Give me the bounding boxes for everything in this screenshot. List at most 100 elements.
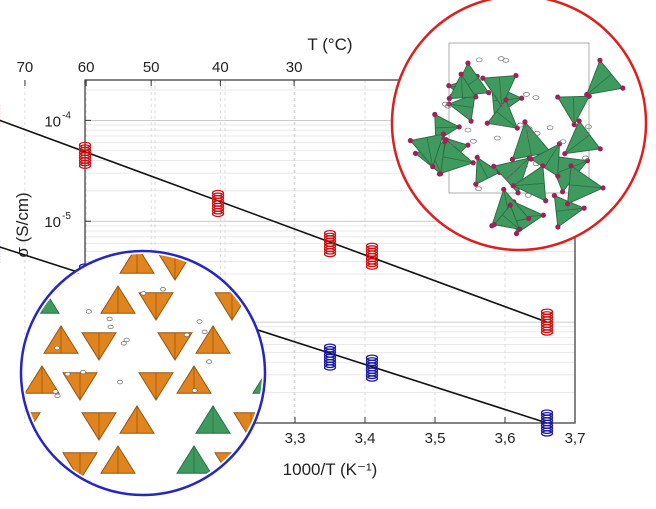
point-marker <box>323 361 337 369</box>
small-atom <box>576 132 584 137</box>
data-point <box>211 189 225 218</box>
point-marker <box>323 250 337 258</box>
vertex-atom <box>470 160 476 166</box>
point-marker <box>78 162 92 169</box>
small-atom <box>464 127 472 133</box>
vertex-atom <box>526 215 532 222</box>
vertex-atom <box>473 181 479 187</box>
small-atom <box>470 138 477 144</box>
tetrahedron-edge <box>460 74 463 98</box>
vertex-atom <box>559 189 566 195</box>
vertex-atom <box>432 111 438 118</box>
vertex-atom <box>522 119 528 125</box>
small-atom <box>52 389 59 394</box>
vertex-atom <box>540 212 546 218</box>
vertex-atom <box>486 90 492 96</box>
tetrahedron-edge <box>442 156 474 164</box>
small-atom <box>450 141 457 147</box>
point-marker <box>540 430 554 437</box>
small-atom <box>475 186 482 192</box>
tetrahedron-face <box>566 164 605 205</box>
vertex-atom <box>480 75 486 81</box>
small-atom <box>523 92 530 97</box>
data-point <box>365 242 379 270</box>
top-tick-label: 30 <box>286 59 303 76</box>
tetrahedron <box>446 71 479 102</box>
small-atom <box>120 341 127 346</box>
tetrahedron-face <box>43 254 79 274</box>
small-atom <box>497 121 505 127</box>
vertex-atom <box>474 154 480 160</box>
small-atom <box>123 337 130 343</box>
data-point <box>323 229 337 258</box>
vertex-atom <box>446 95 452 102</box>
vertex-atom <box>473 94 479 100</box>
vertex-atom <box>555 224 561 230</box>
point-marker <box>540 326 554 334</box>
vertex-atom <box>540 163 546 169</box>
vertex-atom <box>509 156 516 162</box>
x-tick-label: 3,4 <box>355 430 376 447</box>
small-atom <box>524 192 532 198</box>
tetrahedron-edge <box>426 137 434 167</box>
data-point <box>540 308 554 336</box>
small-atom <box>516 122 524 128</box>
plot-frame <box>84 79 576 424</box>
small-atom <box>196 319 203 324</box>
tetrahedron <box>510 163 549 204</box>
x-tick-label: 3,7 <box>565 430 586 447</box>
vertex-atom <box>503 97 509 103</box>
tetrahedron-edge <box>498 76 503 107</box>
vertex-atom <box>456 124 462 130</box>
vertex-atom <box>620 85 626 91</box>
vertex-atom <box>562 151 568 157</box>
point-marker <box>211 210 225 218</box>
small-atom <box>191 388 198 393</box>
point-marker <box>323 248 337 255</box>
vertex-atom <box>407 137 414 144</box>
tetrahedron-edge <box>564 134 590 154</box>
small-atom <box>582 155 589 161</box>
vertex-atom <box>584 158 591 164</box>
tetrahedron-edge <box>476 157 488 179</box>
top-tick-label: 40 <box>212 59 229 76</box>
vertex-atom <box>510 183 516 189</box>
vertex-atom <box>516 226 523 232</box>
small-atom <box>498 104 506 109</box>
vertex-atom <box>513 231 520 237</box>
tetrahedron-face <box>564 119 602 155</box>
tetrahedron-edge <box>569 184 604 189</box>
tetrahedron-edge <box>586 73 612 95</box>
small-atom <box>475 57 483 63</box>
x-tick-label: 3,6 <box>495 430 516 447</box>
small-atom <box>64 371 71 377</box>
tetrahedra-cluster-green <box>407 42 626 237</box>
small-atom <box>85 309 92 314</box>
vertex-atom <box>484 120 490 126</box>
top-axis-ticks: 807060504030 <box>17 59 303 86</box>
vertex-atom <box>465 142 471 148</box>
tetrahedron <box>564 163 606 207</box>
top-axis-label: T (°C) <box>307 35 352 54</box>
y-tick-label: 10 <box>44 214 61 231</box>
x-axis-label: 1000/T (K⁻¹) <box>283 460 378 479</box>
small-atom <box>502 58 510 63</box>
tetrahedron-face <box>493 204 521 230</box>
tetrahedron-edge <box>435 126 460 129</box>
vertex-atom <box>491 222 497 228</box>
vertex-atom <box>458 71 464 77</box>
data-point <box>78 141 92 169</box>
vertex-atom <box>491 163 497 169</box>
tetrahedron-edge <box>448 103 474 108</box>
y-tick-exponent: -5 <box>62 211 71 222</box>
tetrahedron-face <box>252 285 262 314</box>
vertex-atom <box>440 131 447 137</box>
tetrahedron-face <box>481 74 517 108</box>
vertex-atom <box>465 60 471 66</box>
small-atom <box>493 135 501 141</box>
vertex-atom <box>600 185 606 191</box>
y-tick-label: 10 <box>44 113 61 130</box>
tetrahedron-face <box>448 73 477 100</box>
vertex-atom <box>597 146 603 152</box>
